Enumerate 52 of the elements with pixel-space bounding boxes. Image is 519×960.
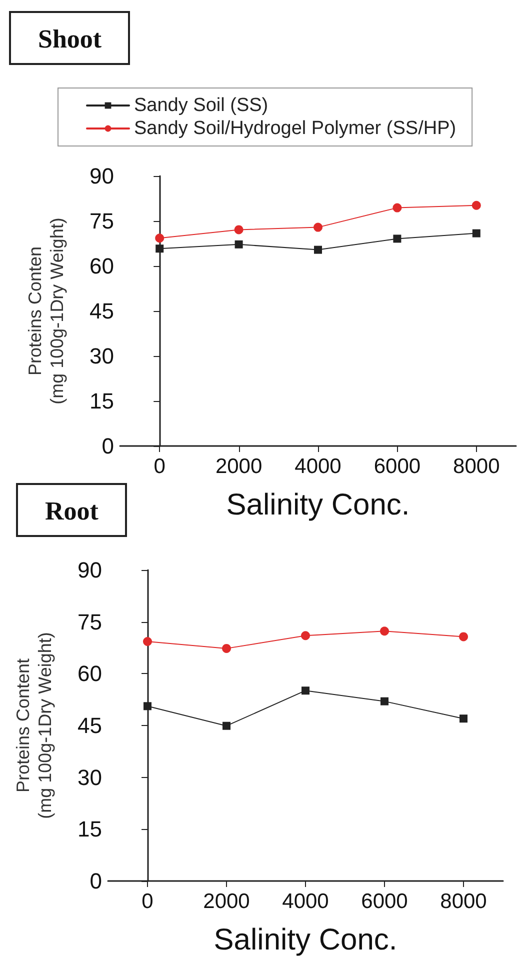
point bbox=[314, 222, 322, 232]
y-tick-label: 75 bbox=[78, 609, 102, 634]
x-tick-label: 2000 bbox=[215, 455, 262, 478]
point bbox=[155, 234, 164, 243]
y-tick-label: 75 bbox=[90, 208, 114, 234]
chart-title: Root bbox=[45, 496, 99, 526]
x-tick-label: 8000 bbox=[440, 890, 487, 913]
x-tick-label: 2000 bbox=[203, 890, 250, 913]
point bbox=[472, 200, 481, 210]
y-tick-label: 90 bbox=[78, 558, 102, 582]
x-tick-label: 0 bbox=[142, 890, 154, 913]
x-tick-label: 8000 bbox=[453, 455, 500, 478]
point bbox=[234, 225, 244, 234]
x-axis-title: Salinity Conc. bbox=[214, 924, 398, 956]
x-tick-label: 0 bbox=[154, 455, 166, 478]
point bbox=[143, 637, 152, 646]
x-tick-label: 6000 bbox=[374, 455, 421, 478]
point bbox=[459, 632, 468, 642]
y-tick-label: 45 bbox=[90, 298, 114, 324]
point bbox=[301, 631, 310, 640]
point bbox=[380, 697, 388, 706]
legend-label: Sandy Soil (SS) bbox=[134, 95, 268, 116]
y-tick-label: 0 bbox=[90, 868, 102, 894]
y-tick-label: 30 bbox=[78, 764, 102, 790]
point bbox=[314, 246, 322, 254]
point bbox=[393, 234, 402, 243]
point bbox=[472, 229, 480, 238]
y-axis-title: Proteins Content (mg 100g-1Dry Weight) bbox=[13, 632, 55, 819]
chart-title: Shoot bbox=[38, 24, 102, 54]
legend-label: Sandy Soil/Hydrogel Polymer (SS/HP) bbox=[134, 118, 456, 139]
point bbox=[380, 626, 389, 636]
point bbox=[156, 244, 164, 253]
y-tick-label: 15 bbox=[90, 388, 114, 414]
y-tick-label: 0 bbox=[102, 434, 114, 458]
y-axis-title: Proteins Conten (mg 100g-1Dry Weight) bbox=[25, 218, 67, 404]
x-tick-label: 4000 bbox=[282, 890, 329, 913]
x-axis-title: Salinity Conc. bbox=[226, 488, 410, 522]
point bbox=[144, 702, 152, 710]
y-tick-label: 60 bbox=[78, 661, 102, 686]
point bbox=[302, 686, 310, 695]
x-tick-label: 6000 bbox=[361, 890, 408, 913]
y-tick-label: 15 bbox=[78, 816, 102, 842]
y-tick-label: 30 bbox=[90, 344, 114, 368]
y-tick-label: 45 bbox=[78, 713, 102, 738]
point bbox=[222, 722, 230, 730]
y-tick-label: 60 bbox=[90, 254, 114, 278]
point bbox=[222, 644, 231, 653]
x-tick-label: 4000 bbox=[294, 455, 342, 478]
y-tick-label: 90 bbox=[90, 164, 114, 188]
point bbox=[392, 203, 402, 212]
point bbox=[234, 240, 243, 248]
point bbox=[460, 714, 468, 723]
